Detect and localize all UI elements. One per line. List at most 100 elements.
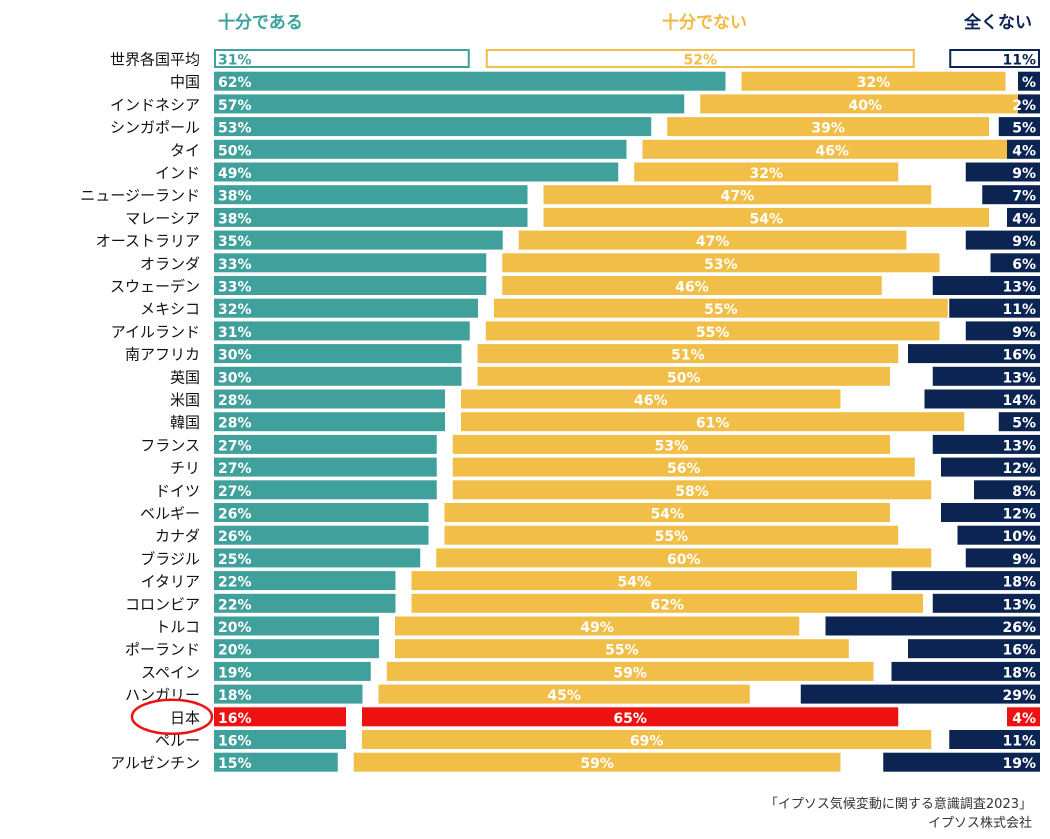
value-label-sufficient: 22% [218,575,252,591]
bar-insufficient [378,684,750,704]
value-label-sufficient: 62% [218,75,252,91]
value-label-insufficient: 51% [671,348,705,364]
value-label-none: 29% [1002,688,1036,704]
category-label: タイ [170,141,200,159]
bar-none [924,389,1040,409]
category-label: アルゼンチン [110,754,200,772]
category-label: フランス [140,436,200,454]
value-label-insufficient: 32% [749,166,783,182]
value-label-sufficient: 30% [218,370,252,386]
bar-insufficient [543,207,989,227]
bar-insufficient [461,389,841,409]
value-label-insufficient: 46% [634,393,668,409]
bar-sufficient [214,117,652,137]
bar-sufficient [214,71,726,91]
value-label-insufficient: 46% [815,143,849,159]
value-label-none: 12% [1002,507,1036,523]
bar-none [990,253,1040,273]
bar-none [908,344,1040,364]
value-label-insufficient: 55% [655,529,689,545]
bar-sufficient [214,548,421,568]
bar-none [932,366,1040,386]
value-label-none: 14% [1002,393,1036,409]
value-label-insufficient: 55% [605,643,639,659]
bar-sufficient [214,480,437,500]
value-label-sufficient: 50% [218,143,252,159]
value-label-insufficient: 55% [704,302,738,318]
category-label: 英国 [170,368,200,386]
bar-sufficient [214,139,627,159]
bar-insufficient [700,94,1031,114]
bar-insufficient [436,548,932,568]
category-label: ニュージーランド [80,187,200,205]
bar-none [982,185,1040,205]
bar-sufficient [214,684,363,704]
bar-insufficient [518,230,907,250]
value-label-sufficient: 27% [218,484,252,500]
value-label-none: 9% [1012,325,1036,341]
value-label-none: 18% [1002,665,1036,681]
bar-sufficient [214,525,429,545]
bar-none [949,730,1040,749]
bar-none [965,162,1040,182]
value-label-insufficient: 56% [667,461,701,477]
bar-insufficient [411,593,923,613]
bar-none [891,661,1040,681]
bar-insufficient [444,503,890,522]
bar-sufficient [214,49,470,68]
category-label: シンガポール [110,119,200,137]
bar-none [941,457,1040,477]
bar-none [932,434,1040,454]
value-label-none: 19% [1002,756,1036,772]
category-label: トルコ [155,618,200,636]
value-label-insufficient: 46% [675,280,709,296]
value-label-sufficient: 30% [218,348,252,364]
bar-insufficient [395,616,800,636]
category-label: 中国 [170,73,200,91]
bar-insufficient [642,139,1022,159]
category-label: 南アフリカ [125,346,200,364]
bar-insufficient [667,117,989,137]
category-label: ベルギー [140,505,200,523]
value-label-none: 10% [1002,529,1036,545]
value-label-none: 4% [1012,711,1036,727]
category-label: インドネシア [110,96,200,114]
header-insufficient: 十分でない [662,13,747,33]
bar-insufficient [634,162,899,182]
bar-sufficient [214,162,619,182]
value-label-insufficient: 49% [580,620,614,636]
bar-none [1007,139,1040,159]
value-label-insufficient: 58% [675,484,709,500]
category-label: ブラジル [140,550,200,568]
bar-insufficient [452,457,915,477]
value-label-none: 9% [1012,234,1036,250]
value-label-none: 13% [1002,597,1036,613]
value-label-none: 9% [1012,552,1036,568]
value-label-sufficient: 28% [218,393,252,409]
value-label-sufficient: 19% [218,665,252,681]
category-label: スペイン [141,663,200,681]
bar-sufficient [214,661,371,681]
bar-sufficient [214,389,445,409]
bar-sufficient [214,207,528,227]
value-label-none: 11% [1002,302,1036,318]
value-label-sufficient: 33% [218,280,252,296]
bar-sufficient [214,503,429,522]
value-label-sufficient: 22% [218,597,252,613]
value-label-insufficient: 69% [630,734,664,750]
bar-sufficient [214,639,379,659]
bar-insufficient [411,571,857,591]
bar-none [998,117,1040,137]
bar-insufficient [741,71,1006,91]
bar-none [998,412,1040,432]
category-label: 世界各国平均 [110,51,200,69]
value-label-insufficient: 59% [613,665,647,681]
bar-insufficient [485,321,940,341]
value-label-sufficient: 57% [218,98,252,114]
value-label-insufficient: 47% [696,234,730,250]
value-label-sufficient: 26% [218,507,252,523]
bar-none [949,298,1040,318]
value-label-none: 2% [1012,98,1036,114]
value-label-sufficient: 49% [218,166,252,182]
bar-insufficient [452,434,890,454]
